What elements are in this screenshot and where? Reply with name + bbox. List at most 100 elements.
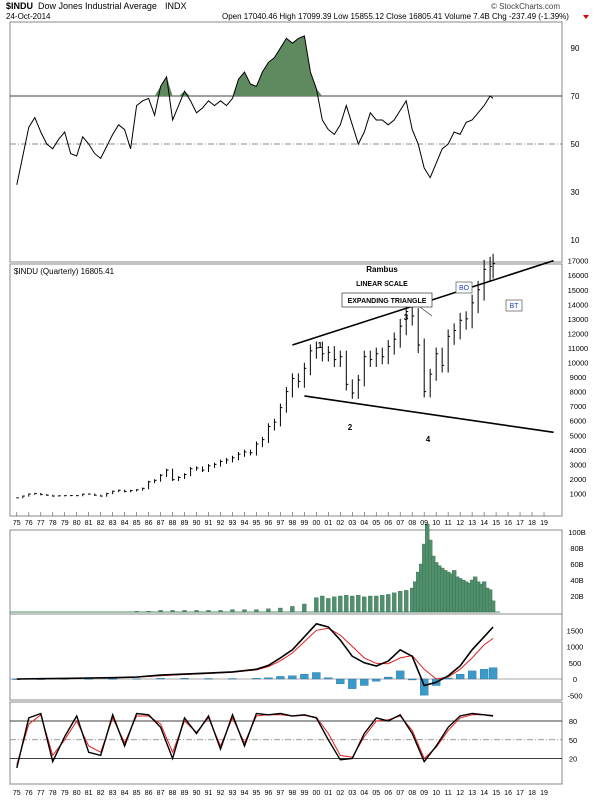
macd-tick-label: 500 [569,659,582,668]
macd-histogram-bar [408,678,417,681]
x-tick-label-top: 10 [432,520,440,527]
macd-histogram-bar [156,678,165,680]
stoch-panel [9,701,563,785]
bo-box [455,281,473,294]
volume-bar [356,595,361,613]
author-note: Rambus [366,265,398,274]
x-tick-label-top: 97 [277,520,285,527]
x-tick-label-top: 84 [121,520,129,527]
x-tick-label-bottom: 16 [504,790,512,797]
x-tick-label-top: 86 [145,520,153,527]
macd-tick-label: 1000 [567,643,584,652]
x-tick-label-top: 01 [324,520,332,527]
lower-trendline [304,395,554,434]
point-2-label: 2 [348,423,353,432]
x-tick-label-bottom: 88 [169,790,177,797]
macd-histogram-bar [264,677,273,680]
volume-tick-label: 60B [570,560,583,569]
stoch-d-line [16,713,494,765]
x-tick-label-bottom: 18 [528,790,536,797]
x-tick-label-top: 80 [73,520,81,527]
x-tick-label-bottom: 77 [37,790,45,797]
volume-bar [182,610,187,613]
volume-bar [134,611,139,613]
x-tick-label-bottom: 79 [61,790,69,797]
x-tick-label-top: 92 [217,520,225,527]
x-tick-label-top: 79 [61,520,69,527]
watermark: © StockCharts.com [491,2,560,11]
x-tick-label-top: 77 [37,520,45,527]
macd-histogram-bar [252,678,261,680]
macd-histogram-bar [384,676,393,680]
x-tick-label-top: 00 [312,520,320,527]
price-tick-label: 17000 [568,257,589,266]
volume-bar [350,595,355,613]
x-tick-label-bottom: 82 [97,790,105,797]
volume-bar [338,595,343,613]
x-tick-label-bottom: 96 [265,790,273,797]
pattern-pointer [419,306,433,317]
down-arrow-icon [583,15,589,19]
x-tick-label-bottom: 94 [241,790,249,797]
x-tick-label-bottom: 81 [85,790,93,797]
x-tick-label-top: 87 [157,520,165,527]
volume-bar [278,607,283,613]
macd-histogram-bar [180,678,189,680]
volume-tick-label: 20B [570,592,583,601]
volume-bar [344,595,349,613]
volume-bar [362,596,367,613]
price-tick-label: 10000 [568,359,589,368]
x-tick-label-top: 76 [25,520,33,527]
x-tick-label-top: 17 [516,520,524,527]
volume-tick-label: 80B [570,544,583,553]
x-tick-label-top: 83 [109,520,117,527]
volume-bar [230,609,235,613]
x-tick-label-bottom: 03 [348,790,356,797]
macd-histogram-bar [132,678,141,680]
rsi-panel [9,21,563,263]
x-tick-label-bottom: 02 [336,790,344,797]
price-tick-label: 9000 [570,373,587,382]
macd-histogram-bar [488,667,498,680]
macd-histogram-bar [336,678,345,685]
x-tick-label-top: 19 [540,520,548,527]
price-panel-label: $INDU (Quarterly) 16805.41 [14,267,115,276]
x-tick-label-top: 18 [528,520,536,527]
x-tick-label-top: 16 [504,520,512,527]
macd-histogram-bar [360,678,369,686]
macd-histogram-bar [455,673,465,680]
x-tick-label-bottom: 15 [492,790,500,797]
macd-histogram-bar [84,678,93,680]
rsi-overbought-fill [16,36,494,96]
volume-bar [218,610,223,613]
x-tick-label-bottom: 09 [420,790,428,797]
x-tick-label-bottom: 98 [288,790,296,797]
price-tick-label: 7000 [570,402,587,411]
x-tick-label-top: 15 [492,520,500,527]
bt-box [505,299,523,312]
volume-bar [320,595,325,613]
macd-tick-label: -500 [567,691,582,700]
rsi-tick-label: 30 [571,188,580,197]
price-layer: 1000 2000 3000 4000 5000 6000 7000 8000 9000 1000… [16,253,589,498]
chart-date: 24-Oct-2014 [6,12,51,21]
x-tick-label-top: 05 [372,520,380,527]
rsi-tick-label: 90 [571,44,580,53]
x-tick-label-bottom: 11 [445,790,452,797]
stoch-layer: 80 50 20 [10,712,577,769]
scale-note: LINEAR SCALE [356,281,408,288]
price-tick-label: 14000 [568,300,589,309]
macd-histogram-bar [204,678,213,680]
x-tick-label-bottom: 90 [193,790,201,797]
rsi-layer: 90 70 50 30 10 [10,35,580,245]
macd-histogram-bar [348,678,357,689]
rsi-tick-label: 10 [571,236,580,245]
price-tick-label: 12000 [568,329,589,338]
x-tick-label-top: 85 [133,520,141,527]
x-tick-label-bottom: 13 [468,790,476,797]
x-tick-label-top: 02 [336,520,344,527]
x-tick-label-bottom: 87 [157,790,165,797]
macd-histogram-bar [420,678,429,696]
macd-histogram-bar [228,678,237,680]
price-panel [9,263,563,517]
